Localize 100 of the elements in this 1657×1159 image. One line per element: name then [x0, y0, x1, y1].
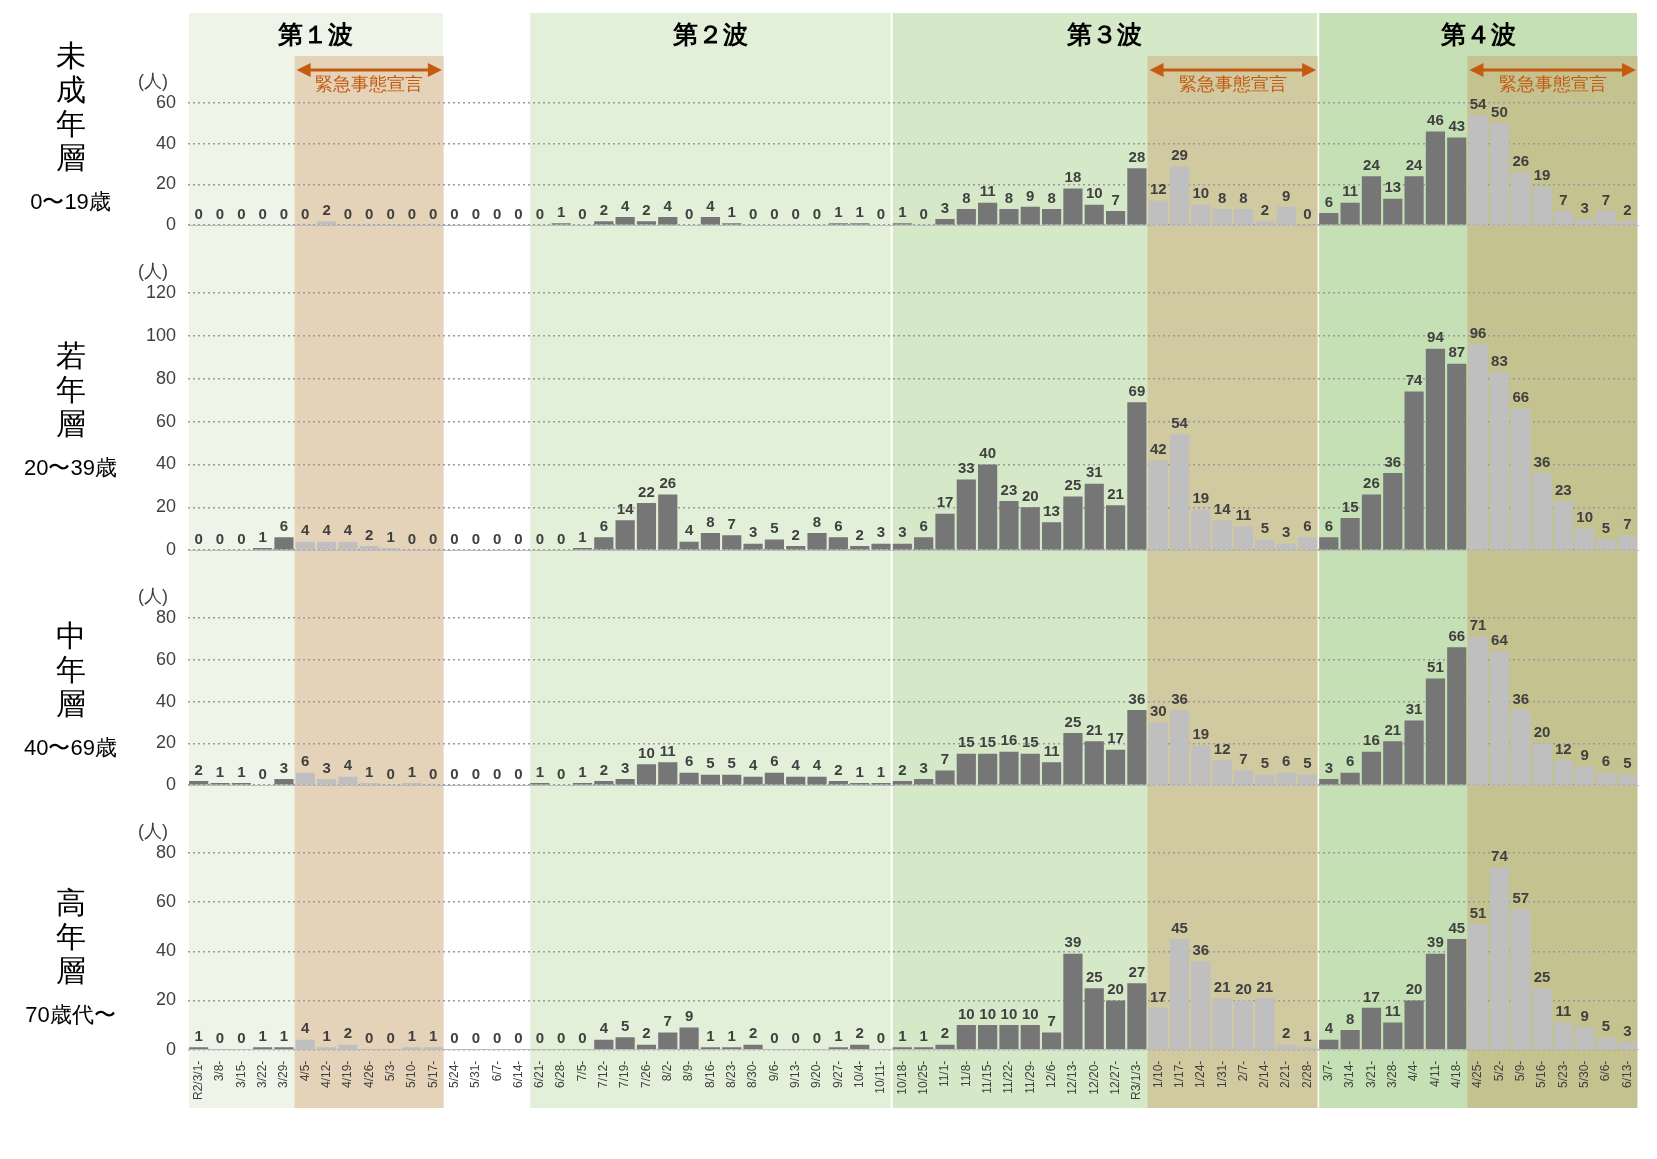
data-label: 17 [936, 493, 954, 511]
bar [828, 537, 848, 550]
bar [679, 1027, 699, 1049]
data-label: 4 [343, 756, 353, 774]
data-label: 0 [535, 1029, 545, 1047]
data-label: 10 [1576, 508, 1594, 526]
bar [1084, 204, 1104, 225]
data-label: 51 [1469, 903, 1487, 921]
data-label: 36 [1512, 689, 1530, 707]
data-label: 14 [616, 499, 635, 517]
data-label: 3 [1324, 758, 1333, 776]
x-tick-label: 3/21- [1363, 1060, 1378, 1089]
data-label: 17 [1149, 987, 1167, 1005]
data-label: 18 [1064, 168, 1082, 186]
data-label: 31 [1405, 700, 1423, 718]
bar [786, 776, 806, 785]
bar [935, 1044, 955, 1049]
y-tick-label: 60 [155, 91, 176, 112]
data-label: 6 [301, 752, 310, 770]
x-tick-label: 12/20- [1086, 1060, 1101, 1095]
data-label: 1 [365, 762, 374, 780]
bar [700, 217, 721, 225]
data-label: 5 [706, 754, 715, 772]
data-label: 42 [1149, 439, 1167, 457]
data-label: 0 [301, 204, 310, 222]
bar [1084, 483, 1104, 550]
bar [615, 520, 635, 550]
data-label: 20 [1533, 723, 1551, 741]
bar [1404, 176, 1424, 225]
data-label: 27 [1128, 962, 1146, 980]
data-label: 1 [237, 762, 246, 780]
data-label: 9 [1281, 186, 1291, 204]
data-label: 36 [1533, 452, 1551, 470]
data-label: 13 [1384, 178, 1402, 196]
bar [914, 537, 934, 550]
data-label: 8 [1345, 1009, 1355, 1027]
data-label: 4 [301, 1019, 311, 1037]
data-label: 20 [1405, 980, 1423, 998]
bar [1383, 473, 1403, 550]
y-tick-label: 20 [155, 173, 176, 194]
data-label: 4 [812, 756, 822, 774]
text: 70歳代〜 [25, 1001, 116, 1029]
data-label: 4 [1324, 1019, 1334, 1037]
data-label: 0 [237, 204, 246, 222]
data-label: 5 [1260, 754, 1270, 772]
data-label: 0 [514, 764, 523, 782]
data-label: 2 [322, 200, 331, 218]
x-tick-label: 1/10- [1150, 1060, 1165, 1089]
data-label: 16 [1000, 731, 1018, 749]
x-tick-label: 5/3- [382, 1060, 397, 1082]
band-label: 緊急事態宣言 [1178, 73, 1287, 94]
data-label: 10 [1085, 184, 1103, 202]
data-label: 1 [407, 762, 417, 780]
data-label: 7 [727, 514, 736, 532]
x-tick-label: 4/26- [361, 1060, 376, 1089]
x-tick-label: R3/1/3- [1129, 1060, 1144, 1101]
data-label: 21 [1107, 484, 1124, 502]
data-label: 39 [1427, 933, 1444, 951]
data-label: 50 [1491, 103, 1508, 121]
data-label: 1 [834, 202, 843, 220]
data-label: 43 [1448, 117, 1466, 135]
y-tick-label: 80 [155, 367, 176, 388]
bar [1319, 1039, 1339, 1049]
bar [636, 1044, 657, 1049]
bar [1127, 983, 1147, 1049]
data-label: 1 [578, 527, 587, 545]
data-label: 3 [1281, 523, 1291, 541]
band-label: 第３波 [1066, 19, 1143, 48]
bar [999, 500, 1019, 550]
bar [1425, 678, 1446, 785]
bar [978, 753, 998, 785]
bar [594, 1039, 614, 1049]
x-tick-label: 4/25- [1470, 1060, 1485, 1089]
data-label: 7 [1111, 190, 1120, 208]
data-label: 2 [642, 200, 651, 218]
y-tick-label: 0 [165, 774, 176, 795]
data-label: 25 [1533, 967, 1551, 985]
bar [935, 219, 955, 225]
band-label: 第４波 [1439, 19, 1516, 48]
data-label: 0 [684, 204, 694, 222]
data-label: 26 [659, 474, 677, 492]
data-label: 2 [365, 525, 374, 543]
data-label: 40 [979, 444, 996, 462]
data-label: 6 [599, 516, 608, 534]
data-label: 0 [514, 204, 523, 222]
data-label: 4 [706, 196, 716, 214]
data-label: 20 [1021, 486, 1039, 504]
data-label: 25 [1064, 476, 1082, 494]
bar [1127, 168, 1147, 225]
x-tick-label: 10/4- [852, 1060, 866, 1089]
data-label: 1 [556, 202, 566, 220]
data-label: 0 [194, 529, 203, 547]
data-label: 8 [1047, 188, 1056, 206]
data-label: 15 [1021, 733, 1039, 751]
y-axis-title: (人) [138, 585, 168, 606]
data-label: 0 [770, 204, 779, 222]
data-label: 0 [365, 204, 374, 222]
data-label: 10 [638, 743, 655, 761]
data-label: 5 [727, 754, 736, 772]
bar [956, 208, 976, 225]
